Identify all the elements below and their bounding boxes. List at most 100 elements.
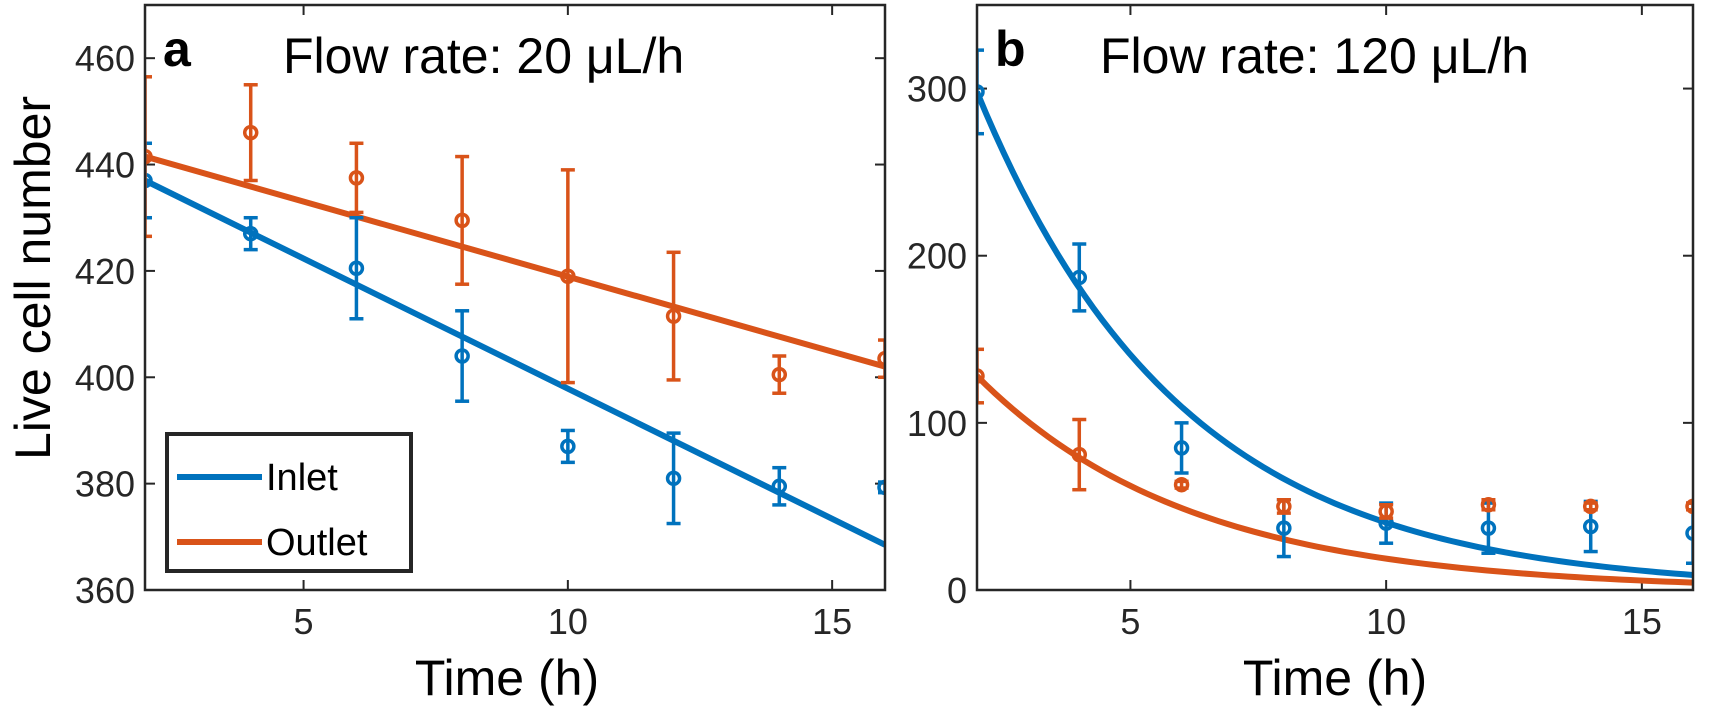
marker-inlet bbox=[877, 479, 885, 496]
data-point-inlet bbox=[877, 479, 885, 496]
legend: Inlet Outlet bbox=[165, 432, 413, 573]
marker-outlet bbox=[665, 308, 682, 324]
data-point-inlet bbox=[1173, 421, 1190, 475]
legend-box bbox=[165, 432, 413, 573]
panel-a-letter: a bbox=[163, 21, 192, 77]
marker-inlet bbox=[665, 470, 682, 487]
panel-a-title: Flow rate: 20 μL/h bbox=[283, 28, 684, 84]
marker-outlet bbox=[560, 268, 576, 284]
legend-label-outlet: Outlet bbox=[266, 522, 368, 564]
data-point-outlet bbox=[242, 83, 259, 183]
panel-a-x-axis-label: Time (h) bbox=[415, 650, 599, 706]
x-tick-label: 10 bbox=[548, 601, 588, 642]
x-tick-label: 15 bbox=[812, 601, 852, 642]
marker-inlet bbox=[145, 172, 153, 189]
marker-outlet bbox=[1276, 498, 1292, 515]
marker-outlet bbox=[242, 124, 259, 141]
data-point-outlet bbox=[1685, 498, 1693, 515]
data-point-inlet bbox=[771, 465, 788, 507]
data-point-outlet bbox=[771, 354, 788, 395]
fit-line-outlet bbox=[977, 373, 1693, 586]
x-tick-label: 5 bbox=[1120, 601, 1140, 642]
marker-inlet bbox=[1582, 518, 1599, 535]
marker-inlet bbox=[1173, 440, 1190, 456]
data-point-inlet bbox=[1071, 242, 1088, 313]
marker-inlet bbox=[1685, 525, 1693, 541]
y-axis-label: Live cell number bbox=[5, 96, 61, 460]
data-point-inlet bbox=[242, 215, 259, 252]
panel-b-ticks: 5 10 15 0 100 200 300 bbox=[907, 5, 1693, 642]
marker-outlet bbox=[1378, 503, 1394, 520]
x-tick-label: 5 bbox=[294, 601, 314, 642]
marker-outlet bbox=[1480, 497, 1497, 513]
data-point-outlet bbox=[1071, 417, 1088, 492]
marker-inlet bbox=[771, 478, 788, 495]
legend-label-inlet: Inlet bbox=[266, 457, 338, 499]
y-tick-label: 300 bbox=[907, 69, 967, 110]
y-tick-label: 420 bbox=[75, 251, 135, 292]
data-point-outlet bbox=[1378, 503, 1394, 520]
data-point-inlet bbox=[145, 141, 153, 220]
data-point-outlet bbox=[348, 141, 365, 215]
x-tick-label: 10 bbox=[1366, 601, 1406, 642]
data-point-outlet bbox=[1480, 497, 1497, 513]
panel-b-data-marks bbox=[977, 48, 1693, 566]
panel-b: 5 10 15 0 100 200 300 b Flow rate: 120 μL/h Ti… bbox=[907, 3, 1695, 706]
data-point-outlet bbox=[1582, 498, 1599, 515]
data-point-outlet bbox=[454, 154, 470, 286]
panel-b-letter: b bbox=[995, 21, 1026, 77]
data-point-inlet bbox=[977, 48, 985, 136]
panel-a-fit-lines bbox=[145, 153, 885, 548]
data-point-outlet bbox=[560, 168, 576, 385]
data-point-outlet bbox=[1276, 497, 1292, 515]
data-point-outlet bbox=[877, 338, 885, 380]
marker-inlet bbox=[1276, 520, 1292, 536]
marker-outlet bbox=[1071, 446, 1088, 463]
panel-b-title: Flow rate: 120 μL/h bbox=[1100, 28, 1529, 84]
marker-outlet bbox=[771, 366, 788, 383]
data-point-outlet bbox=[145, 75, 153, 239]
marker-outlet bbox=[1173, 476, 1190, 493]
marker-outlet bbox=[1582, 498, 1599, 515]
data-point-outlet bbox=[1173, 476, 1190, 493]
marker-outlet bbox=[454, 212, 470, 229]
marker-inlet bbox=[1071, 269, 1088, 286]
marker-inlet bbox=[454, 348, 470, 364]
y-tick-label: 440 bbox=[75, 145, 135, 186]
panel-a: 5 10 15 360 380 400 420 440 460 a Flow rate: 20 … bbox=[75, 3, 887, 706]
data-point-outlet bbox=[977, 347, 985, 405]
marker-inlet bbox=[348, 260, 365, 276]
data-point-inlet bbox=[560, 428, 576, 465]
panel-b-x-axis-label: Time (h) bbox=[1243, 650, 1427, 706]
data-point-inlet bbox=[665, 431, 682, 526]
y-tick-label: 400 bbox=[75, 357, 135, 398]
data-point-inlet bbox=[348, 215, 365, 321]
panel-a-data-marks bbox=[145, 75, 885, 526]
marker-outlet bbox=[145, 148, 153, 165]
panel-a-axes-box bbox=[143, 3, 887, 592]
y-tick-label: 380 bbox=[75, 464, 135, 505]
x-tick-label: 15 bbox=[1622, 601, 1662, 642]
fit-line-outlet bbox=[145, 153, 885, 370]
y-tick-label: 200 bbox=[907, 236, 967, 277]
marker-outlet bbox=[977, 368, 985, 384]
marker-inlet bbox=[977, 84, 985, 100]
marker-outlet bbox=[348, 170, 365, 186]
y-tick-label: 460 bbox=[75, 38, 135, 79]
marker-inlet bbox=[242, 225, 259, 242]
marker-outlet bbox=[1685, 498, 1693, 515]
y-tick-label: 100 bbox=[907, 403, 967, 444]
panel-b-fit-lines bbox=[977, 90, 1693, 586]
fit-line-inlet bbox=[977, 90, 1693, 578]
y-tick-label: 360 bbox=[75, 570, 135, 611]
panel-b-axes-box bbox=[975, 3, 1695, 592]
data-point-inlet bbox=[454, 309, 470, 403]
data-point-outlet bbox=[665, 250, 682, 382]
marker-inlet bbox=[560, 438, 576, 455]
marker-inlet bbox=[1480, 520, 1497, 536]
marker-outlet bbox=[877, 350, 885, 367]
y-tick-label: 0 bbox=[947, 570, 967, 611]
fit-line-inlet bbox=[145, 177, 885, 548]
panel-a-ticks: 5 10 15 360 380 400 420 440 460 bbox=[75, 5, 885, 642]
